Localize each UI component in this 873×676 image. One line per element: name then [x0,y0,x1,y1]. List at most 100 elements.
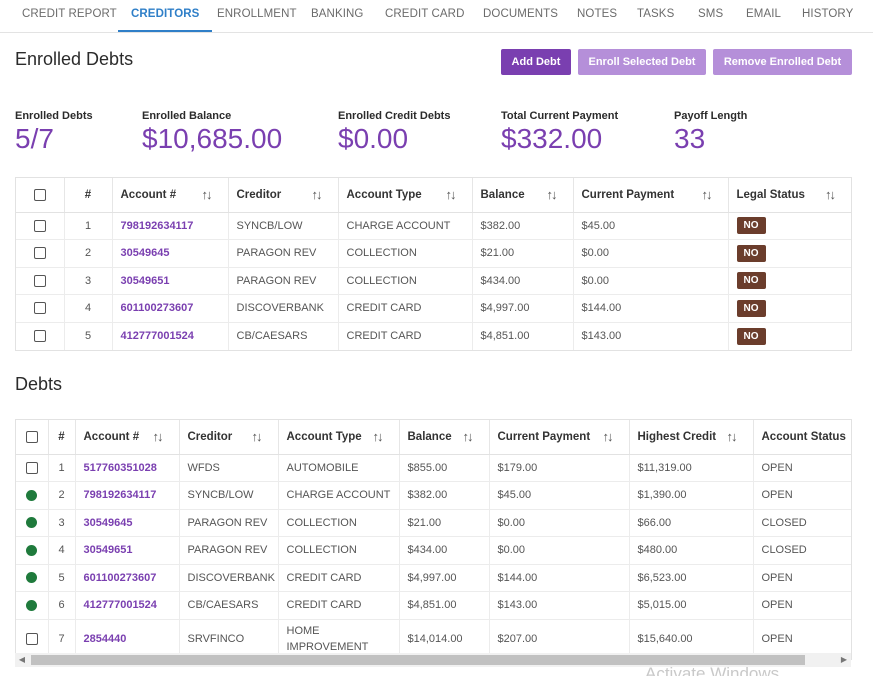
account-number-link[interactable]: 30549645 [112,239,229,268]
select-all-checkbox[interactable] [16,420,49,455]
current-payment-cell: $179.00 [489,454,630,482]
account-number-link[interactable]: 601100273607 [75,564,180,592]
enrolled-table-row[interactable]: 2 30549645 PARAGON REV COLLECTION $21.00 $0.0… [16,239,851,268]
account-number-link[interactable]: 30549651 [112,267,229,295]
debts-table-row[interactable]: 3 30549645 PARAGON REV COLLECTION $21.00 $0.0… [16,509,851,537]
account-type-cell: CREDIT CARD [338,322,473,350]
scrollbar-thumb[interactable] [31,655,805,665]
column-header-current-payment[interactable]: Current Payment ↑↓ [489,420,630,455]
enrolled-table-row[interactable]: 1 798192634117 SYNCB/LOW CHARGE ACCOUNT $382… [16,212,851,240]
account-status-cell: OPEN [753,591,851,620]
stat-value: $332.00 [501,123,603,154]
tab-history[interactable]: HISTORY [802,8,854,20]
debts-table: # Account # ↑↓ Creditor ↑↓ Account Type ↑↓ … [15,419,852,660]
tab-notes[interactable]: NOTES [577,8,618,20]
tab-enrollment[interactable]: ENROLLMENT [217,8,297,20]
row-checkbox[interactable] [16,239,65,268]
debts-table-row[interactable]: 1 517760351028 WFDS AUTOMOBILE $855.00 $179.0… [16,454,851,482]
column-header-legal-status[interactable]: Legal Status ↑↓ [728,178,851,213]
account-number-link[interactable]: 30549645 [75,509,180,537]
debts-table-row[interactable]: 5 601100273607 DISCOVERBANK CREDIT CARD $4,9… [16,564,851,592]
account-type-cell: AUTOMOBILE [278,454,400,482]
debts-table-row[interactable]: 4 30549651 PARAGON REV COLLECTION $434.00 $0.… [16,536,851,565]
sort-icon[interactable]: ↑↓ [251,429,263,444]
column-header-account-type[interactable]: Account Type ↑↓ [278,420,400,455]
enrolled-table-row[interactable]: 4 601100273607 DISCOVERBANK CREDIT CARD $4,9… [16,294,851,323]
debts-table-row[interactable]: 6 412777001524 CB/CAESARS CREDIT CARD $4,851… [16,591,851,620]
row-checkbox[interactable] [16,267,65,295]
stat-label: Enrolled Debts [15,110,93,122]
account-number-link[interactable]: 601100273607 [112,294,229,323]
sort-icon[interactable]: ↑↓ [602,429,614,444]
column-header-current-payment[interactable]: Current Payment ↑↓ [573,178,729,213]
creditor-cell: CB/CAESARS [179,591,279,620]
column-header-creditor[interactable]: Creditor ↑↓ [228,178,339,213]
tab-documents[interactable]: DOCUMENTS [483,8,559,20]
sort-icon[interactable]: ↑↓ [152,429,164,444]
row-checkbox[interactable] [16,212,65,240]
row-checkbox[interactable] [16,322,65,350]
creditor-cell: DISCOVERBANK [179,564,279,592]
enrolled-debts-table: # Account # ↑↓ Creditor ↑↓ Account Type ↑↓ … [15,177,852,351]
tab-banking[interactable]: BANKING [311,8,364,20]
enrolled-table-row[interactable]: 3 30549651 PARAGON REV COLLECTION $434.00 $0.… [16,267,851,295]
enrolled-table-row[interactable]: 5 412777001524 CB/CAESARS CREDIT CARD $4,851… [16,322,851,350]
scroll-right-icon[interactable]: ▶ [840,655,848,664]
sort-icon[interactable]: ↑↓ [311,187,323,202]
stat-label: Enrolled Balance [142,110,232,122]
sort-icon[interactable]: ↑↓ [726,429,738,444]
tab-credit-card[interactable]: CREDIT CARD [385,8,465,20]
sort-icon[interactable]: ↑↓ [201,187,213,202]
column-header-account-status[interactable]: Account Status [753,420,851,455]
add-debt-button[interactable]: Add Debt [501,49,571,75]
account-status-cell: OPEN [761,633,793,646]
column-header-balance[interactable]: Balance ↑↓ [399,420,490,455]
balance-cell: $4,851.00 [399,591,490,620]
account-number-link[interactable]: 798192634117 [75,481,180,510]
column-header-account[interactable]: Account # ↑↓ [112,178,229,213]
tab-email[interactable]: EMAIL [746,8,782,20]
column-header-account-type[interactable]: Account Type ↑↓ [338,178,473,213]
row-number: 6 [48,591,76,620]
highest-credit-cell: $11,319.00 [629,454,754,482]
horizontal-scrollbar[interactable]: ◀ ▶ [15,653,851,667]
debts-table-row[interactable]: 7 2854440 SRVFINCO HOME IMPROVEMENT $14,014.… [16,619,851,659]
account-number-link[interactable]: 2854440 [75,619,180,659]
sort-icon[interactable]: ↑↓ [372,429,384,444]
enroll-selected-debt-button[interactable]: Enroll Selected Debt [578,49,706,75]
tab-sms[interactable]: SMS [698,8,724,20]
remove-enrolled-debt-button[interactable]: Remove Enrolled Debt [713,49,852,75]
column-header-creditor[interactable]: Creditor ↑↓ [179,420,279,455]
account-number-link[interactable]: 517760351028 [75,454,180,482]
creditor-cell: WFDS [179,454,279,482]
row-checkbox[interactable] [16,294,65,323]
tab-creditors[interactable]: CREDITORS [117,0,213,32]
legal-status-cell: NO [728,322,851,350]
debts-table-row[interactable]: 2 798192634117 SYNCB/LOW CHARGE ACCOUNT $382… [16,481,851,510]
column-header-balance[interactable]: Balance ↑↓ [472,178,574,213]
balance-cell: $21.00 [399,509,490,537]
sort-icon[interactable]: ↑↓ [701,187,713,202]
account-number-link[interactable]: 798192634117 [112,212,229,240]
sort-icon[interactable]: ↑↓ [825,187,836,202]
sort-icon[interactable]: ↑↓ [445,187,457,202]
row-checkbox[interactable] [16,619,49,659]
tab-credit-report[interactable]: CREDIT REPORT [22,8,117,20]
tab-tasks[interactable]: TASKS [637,8,675,20]
select-all-checkbox[interactable] [16,178,65,213]
row-checkbox[interactable] [16,454,49,482]
scroll-left-icon[interactable]: ◀ [18,655,26,664]
sort-icon[interactable]: ↑↓ [462,429,474,444]
account-number-link[interactable]: 30549651 [75,536,180,565]
stat-value: $10,685.00 [142,123,283,154]
current-payment-cell: $144.00 [489,564,630,592]
account-type-cell: CHARGE ACCOUNT [338,212,473,240]
legal-status-badge: NO [736,299,766,317]
account-status-cell: OPEN [753,454,851,482]
account-number-link[interactable]: 412777001524 [112,322,229,350]
sort-icon[interactable]: ↑↓ [546,187,558,202]
column-header-highest-credit[interactable]: Highest Credit ↑↓ [629,420,754,455]
column-header-account[interactable]: Account # ↑↓ [75,420,180,455]
enrolled-header-row: # Account # ↑↓ Creditor ↑↓ Account Type ↑↓ … [16,178,851,213]
account-number-link[interactable]: 412777001524 [75,591,180,620]
